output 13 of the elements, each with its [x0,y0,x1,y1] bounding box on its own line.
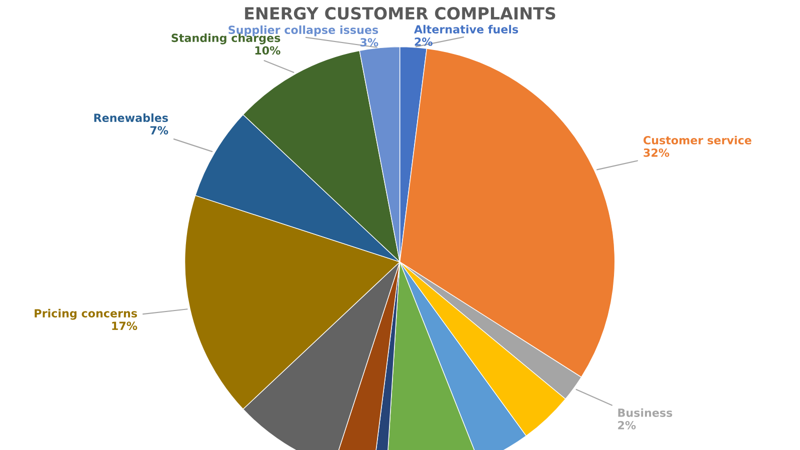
data-label: 2% [618,420,636,430]
slice-label: Customer service [644,136,752,144]
data-label: 3% [360,38,378,46]
data-label: 7% [150,126,168,134]
slice-label: Alternative fuels [414,24,518,34]
data-label: 32% [644,148,670,157]
slice-label: Renewables [94,113,168,122]
chart-title: ENERGY CUSTOMER COMPLAINTS [245,7,556,20]
data-label: 2% [414,38,432,46]
slice-label: Pricing concerns [34,308,137,320]
data-label: 17% [112,322,138,330]
slice-label: Business [618,408,672,417]
data-label: 10% [255,46,280,55]
